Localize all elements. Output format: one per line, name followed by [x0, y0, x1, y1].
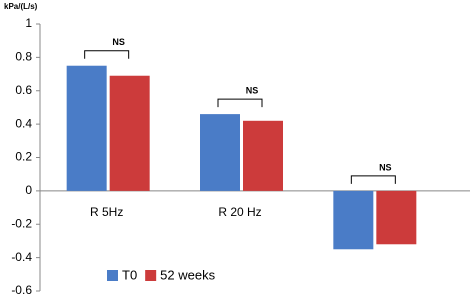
- y-tick-label: -0.6: [11, 283, 32, 297]
- bracket: [217, 98, 263, 108]
- y-tick-label: 0.4: [15, 116, 32, 130]
- y-tick-label: 0: [25, 183, 32, 197]
- y-tick-label: -0.2: [11, 216, 32, 230]
- bar: [66, 65, 107, 191]
- y-tick-label: 0.8: [15, 50, 32, 64]
- annotation: NS: [246, 85, 259, 95]
- bracket: [350, 175, 396, 184]
- bar: [333, 190, 374, 250]
- legend-label: 52 weeks: [160, 267, 215, 282]
- x-tick-label: R 20 Hz: [218, 205, 261, 219]
- legend-swatch: [107, 270, 118, 281]
- bar: [243, 120, 283, 191]
- bracket: [84, 50, 130, 59]
- annotation: NS: [112, 37, 125, 47]
- y-tick-label: -0.4: [11, 250, 32, 264]
- bar: [376, 190, 417, 245]
- bar: [200, 114, 240, 191]
- x-tick-label: R 5Hz: [90, 205, 123, 219]
- bar: [109, 75, 150, 191]
- legend-label: T0: [122, 267, 137, 282]
- y-axis-label: kPa/(L/s): [4, 2, 38, 11]
- y-tick-label: 0.2: [15, 150, 32, 164]
- legend-swatch: [145, 270, 157, 281]
- y-tick-label: 0.6: [15, 83, 32, 97]
- y-tick-label: 1: [25, 16, 32, 30]
- annotation: NS: [379, 162, 392, 172]
